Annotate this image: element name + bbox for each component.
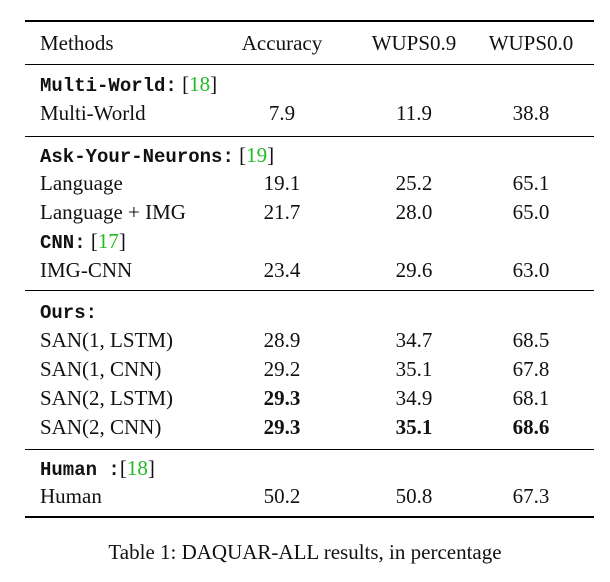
method-cell: IMG-CNN [40, 258, 133, 282]
group-title-text: Multi-World [40, 75, 166, 97]
accuracy-cell: 29.3 [263, 386, 301, 410]
accuracy-cell: 21.7 [263, 200, 301, 224]
wups00-cell: 63.0 [512, 258, 550, 282]
table-header-row: Methods Accuracy WUPS0.9 WUPS0.0 [0, 29, 610, 57]
group-rule-3 [25, 449, 594, 450]
group-title-text: Human [40, 459, 98, 481]
wups09-cell: 34.7 [395, 328, 433, 352]
wups00-cell: 68.6 [512, 415, 550, 439]
table-row: Human 50.2 50.8 67.3 [0, 482, 610, 510]
wups00-cell: 68.5 [512, 328, 550, 352]
wups00-cell: 67.8 [512, 357, 550, 381]
wups09-cell: 34.9 [395, 386, 433, 410]
table-row: Language + IMG 21.7 28.0 65.0 [0, 198, 610, 226]
citation-link[interactable]: 19 [246, 143, 268, 167]
group-title-text: : [165, 75, 177, 97]
accuracy-cell: 50.2 [263, 484, 301, 508]
wups09-cell: 28.0 [395, 200, 433, 224]
header-methods: Methods [40, 31, 114, 55]
header-accuracy: Accuracy [241, 31, 323, 55]
accuracy-cell: 29.2 [263, 357, 301, 381]
wups09-cell: 50.8 [395, 484, 433, 508]
wups09-cell: 11.9 [396, 101, 432, 125]
method-cell: Language [40, 171, 123, 195]
citation-link[interactable]: 18 [126, 456, 148, 480]
accuracy-cell: 28.9 [263, 328, 301, 352]
method-cell: Multi-World [40, 101, 146, 125]
method-cell: Human [40, 484, 102, 508]
header-wups09: WUPS0.9 [371, 31, 457, 55]
wups00-cell: 67.3 [512, 484, 550, 508]
method-cell: SAN(1, LSTM) [40, 328, 174, 352]
table-row: IMG-CNN 23.4 29.6 63.0 [0, 256, 610, 284]
method-cell: SAN(1, CNN) [40, 357, 162, 381]
group-title-text: CNN [40, 232, 75, 254]
top-rule [25, 20, 594, 22]
accuracy-cell: 19.1 [263, 171, 301, 195]
header-rule [25, 64, 594, 65]
group-title-text: : [85, 302, 98, 324]
table-row: SAN(1, LSTM) 28.9 34.7 68.5 [0, 326, 610, 354]
group-rule-1 [25, 136, 594, 137]
wups09-cell: 25.2 [395, 171, 433, 195]
header-wups00: WUPS0.0 [488, 31, 574, 55]
wups09-cell: 35.1 [395, 415, 433, 439]
wups09-cell: 35.1 [395, 357, 433, 381]
group-title-ours: Ours: [40, 297, 97, 327]
accuracy-cell: 23.4 [263, 258, 301, 282]
table-row: SAN(2, LSTM) 29.3 34.9 68.1 [0, 384, 610, 412]
method-cell: Language + IMG [40, 200, 186, 224]
table-caption: Table 1: DAQUAR-ALL results, in percenta… [108, 540, 502, 564]
citation-link[interactable]: 17 [97, 229, 119, 253]
group-title-text: Ours [40, 302, 86, 324]
group-title-human: Human :[18] [40, 456, 155, 481]
method-cell: SAN(2, CNN) [40, 415, 162, 439]
group-title-text: : [74, 232, 86, 254]
group-title-cnn: CNN: [17] [40, 229, 126, 254]
group-rule-2 [25, 290, 594, 291]
method-cell: SAN(2, LSTM) [40, 386, 174, 410]
accuracy-cell: 29.3 [263, 415, 301, 439]
wups00-cell: 68.1 [512, 386, 550, 410]
bottom-rule [25, 516, 594, 518]
table-row: Language 19.1 25.2 65.1 [0, 169, 610, 197]
group-title-ask-your-neurons: Ask-Your-Neurons: [19] [40, 143, 275, 168]
group-title-multi-world: Multi-World: [18] [40, 72, 218, 97]
accuracy-cell: 7.9 [268, 101, 296, 125]
table-row: Multi-World 7.9 11.9 38.8 [0, 99, 610, 127]
wups09-cell: 29.6 [395, 258, 433, 282]
citation-link[interactable]: 18 [189, 72, 211, 96]
table-row: SAN(1, CNN) 29.2 35.1 67.8 [0, 355, 610, 383]
wups00-cell: 38.8 [512, 101, 550, 125]
group-title-text: : [222, 146, 234, 168]
wups00-cell: 65.0 [512, 200, 550, 224]
group-title-text: : [97, 459, 120, 481]
wups00-cell: 65.1 [512, 171, 550, 195]
group-title-text: Ask-Your-Neurons [40, 146, 223, 168]
table-row: SAN(2, CNN) 29.3 35.1 68.6 [0, 413, 610, 441]
